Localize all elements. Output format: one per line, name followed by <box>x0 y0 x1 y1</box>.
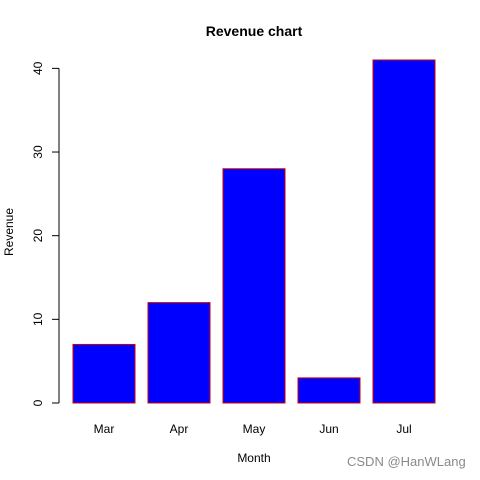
x-tick-label-jun: Jun <box>319 422 338 436</box>
y-tick-label-0: 0 <box>31 399 45 406</box>
y-tick-label-40: 40 <box>31 61 45 75</box>
x-tick-label-mar: Mar <box>94 422 115 436</box>
x-tick-label-may: May <box>243 422 266 436</box>
bar-mar <box>72 343 136 404</box>
bars-group <box>72 59 436 404</box>
x-axis-label: Month <box>237 451 270 465</box>
bar-jul <box>372 59 436 404</box>
watermark: CSDN @HanWLang <box>347 454 466 469</box>
y-tick-label-10: 10 <box>31 312 45 326</box>
x-tick-labels: Mar Apr May Jun Jul <box>94 422 412 436</box>
y-axis: 0 10 20 30 40 <box>31 61 60 406</box>
x-tick-label-apr: Apr <box>170 422 189 436</box>
bar-apr <box>147 302 211 404</box>
y-tick-label-20: 20 <box>31 229 45 243</box>
chart-title: Revenue chart <box>206 23 303 39</box>
y-axis-label: Revenue <box>2 208 16 256</box>
x-tick-label-jul: Jul <box>396 422 411 436</box>
y-tick-label-30: 30 <box>31 145 45 159</box>
bar-jun <box>297 377 361 404</box>
bar-may <box>222 168 286 404</box>
